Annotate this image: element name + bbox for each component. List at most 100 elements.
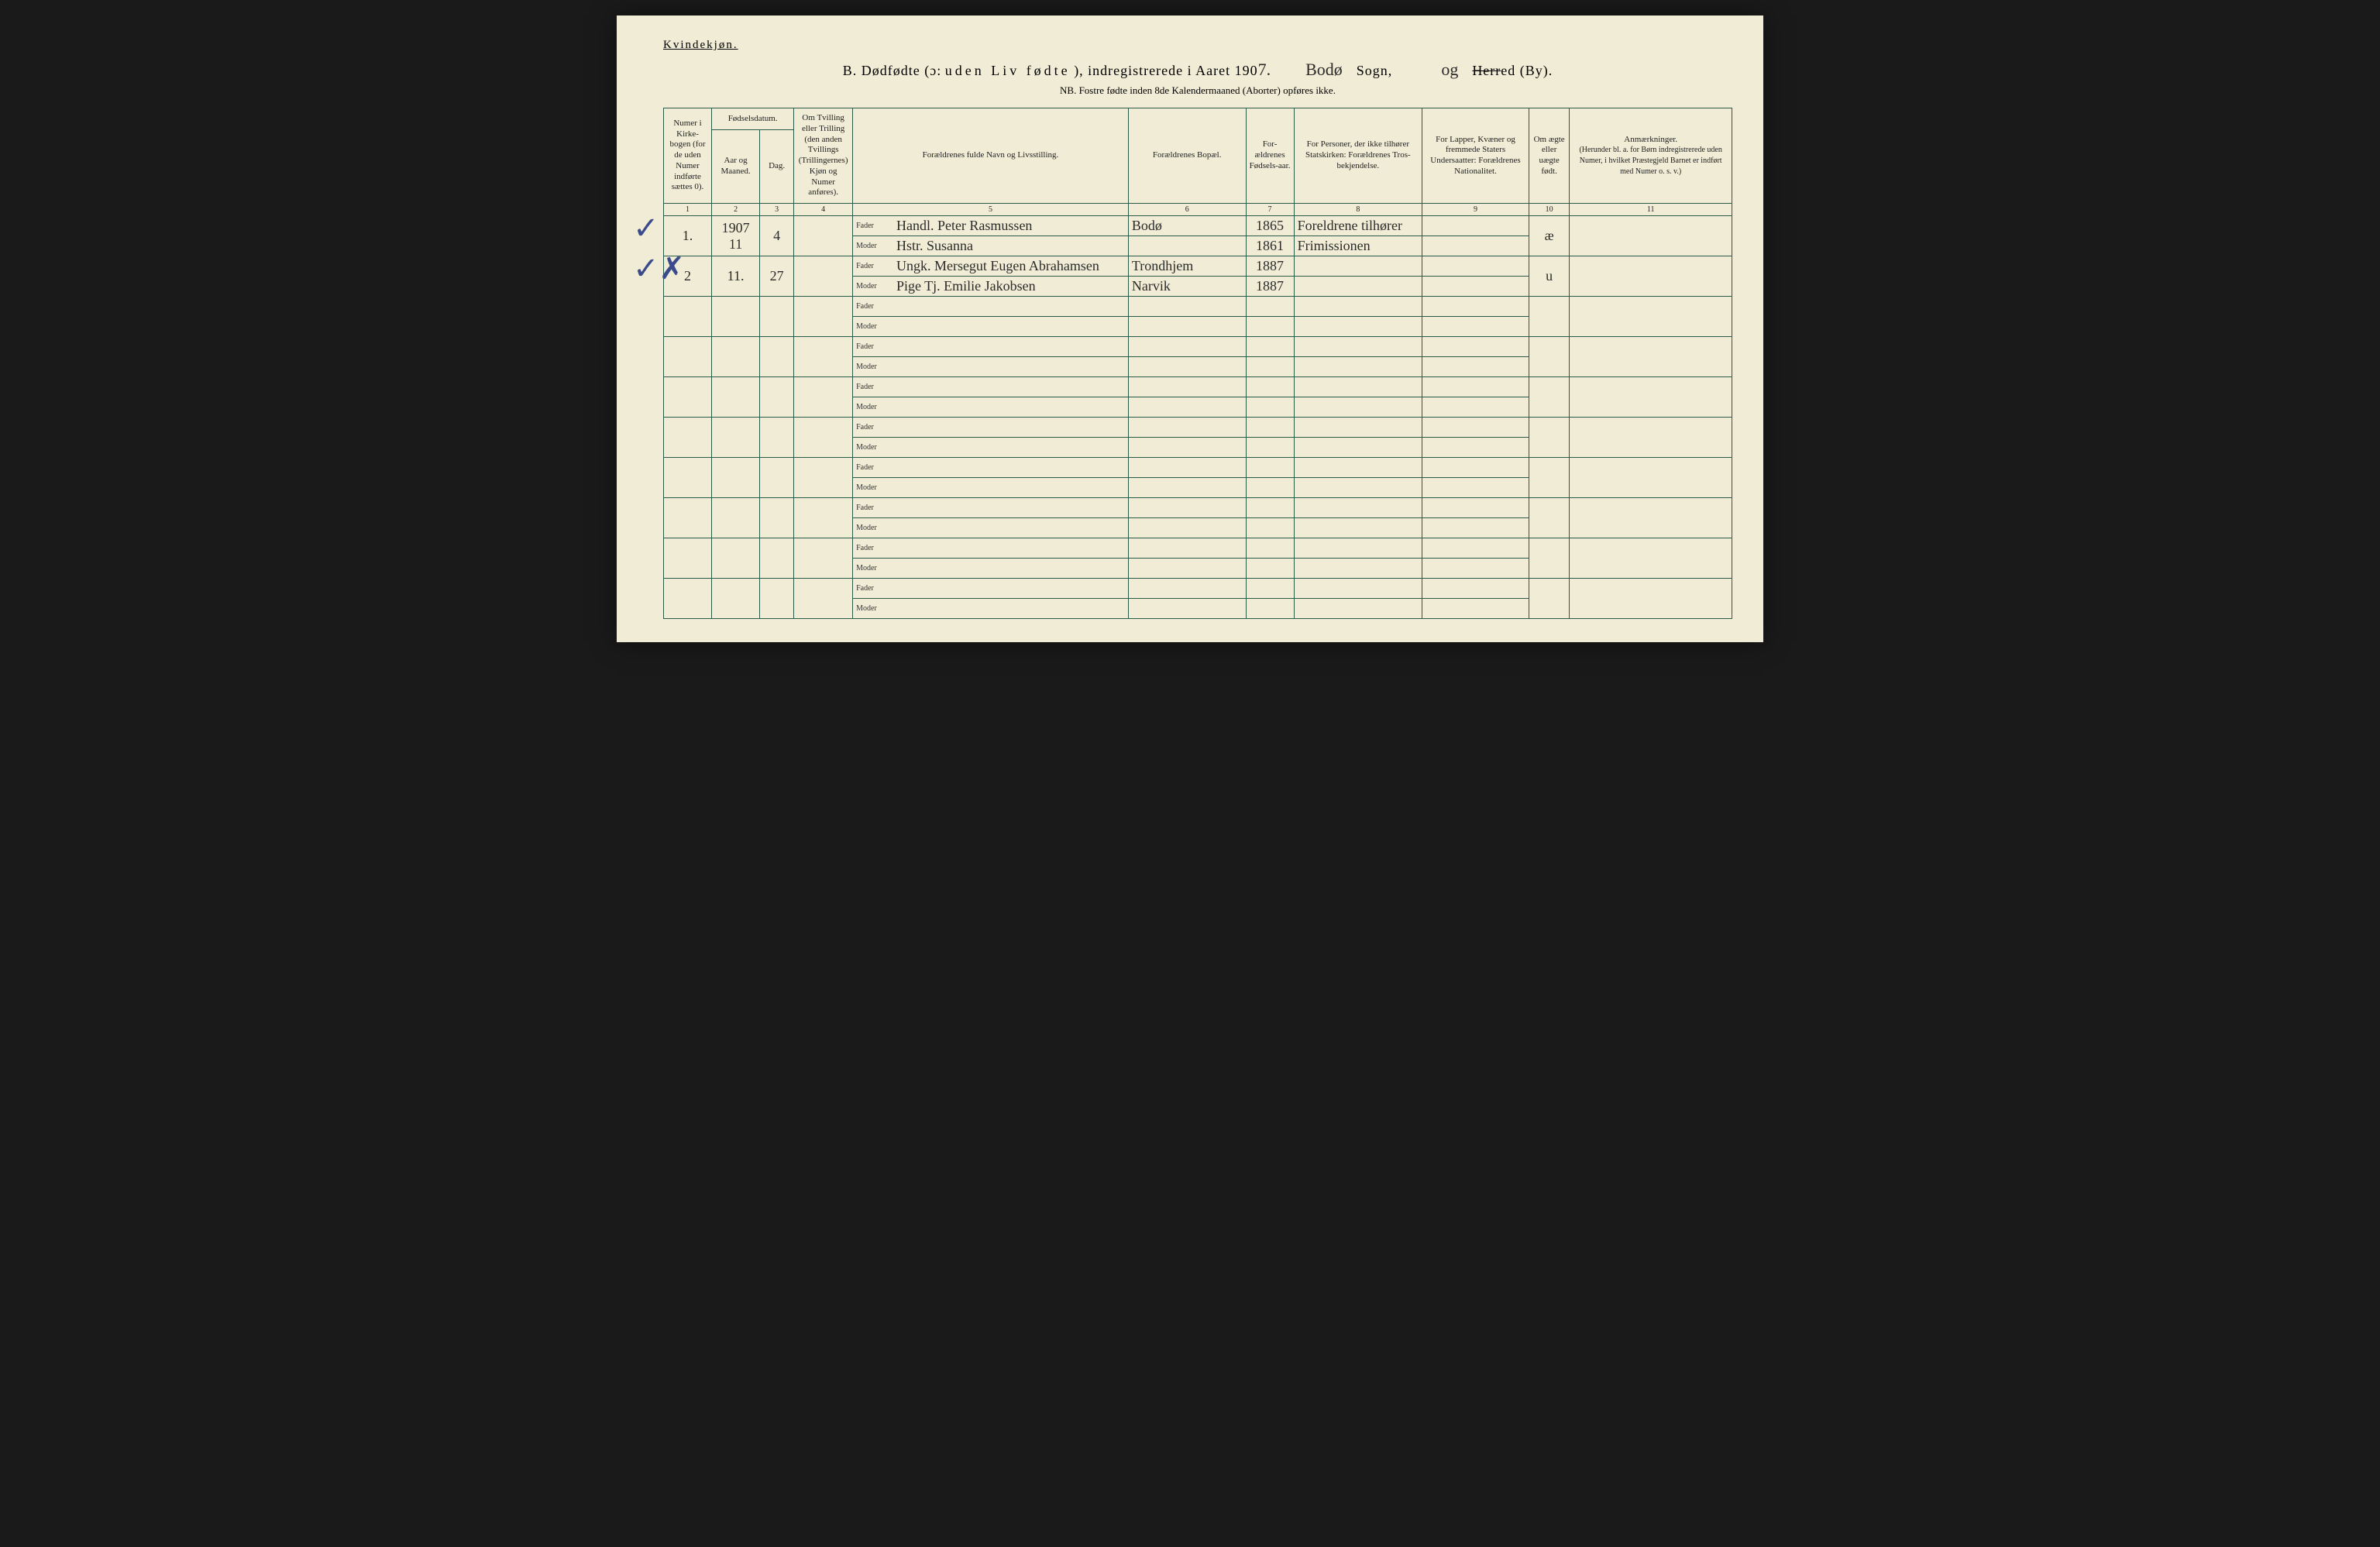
blank (712, 418, 760, 458)
blank (1422, 357, 1529, 377)
blank (1294, 317, 1422, 337)
blank (1246, 377, 1294, 397)
blank (893, 377, 1128, 397)
blank (893, 458, 1128, 478)
parent-label: Fader (853, 458, 893, 478)
blank (1294, 418, 1422, 438)
blank (1128, 357, 1246, 377)
column-number-row: 1 2 3 4 5 6 7 8 9 10 11 (664, 204, 1732, 216)
colnum: 8 (1294, 204, 1422, 216)
blank (893, 518, 1128, 538)
colnum: 1 (664, 204, 712, 216)
mother-residence: Narvik (1128, 277, 1246, 297)
col-6-header: Forældrenes Bopæl. (1128, 108, 1246, 204)
blank (1529, 498, 1569, 538)
blank (1128, 478, 1246, 498)
blank (1529, 538, 1569, 579)
blank-row: Fader (664, 377, 1732, 397)
blank (1294, 458, 1422, 478)
remarks (1570, 256, 1732, 297)
register-table: Numer i Kirke-bogen (for de uden Numer i… (663, 108, 1732, 619)
blank (1529, 579, 1569, 619)
blank (1570, 337, 1732, 377)
blank (1246, 357, 1294, 377)
mother-faith: Frimissionen (1294, 236, 1422, 256)
father-faith (1294, 256, 1422, 277)
blank (1294, 498, 1422, 518)
blank (760, 579, 794, 619)
blank (712, 377, 760, 418)
blank (1128, 317, 1246, 337)
col-3-header: Dag. (760, 130, 794, 204)
blank (1570, 297, 1732, 337)
blank (1246, 458, 1294, 478)
parent-label: Fader (853, 337, 893, 357)
blank (893, 538, 1128, 559)
remarks (1570, 216, 1732, 256)
blank (1246, 317, 1294, 337)
blank (712, 337, 760, 377)
mother-birthyear: 1887 (1246, 277, 1294, 297)
parent-label: Moder (853, 438, 893, 458)
blank (893, 297, 1128, 317)
blank (1529, 297, 1569, 337)
parent-label: Fader (853, 418, 893, 438)
father-residence: Bodø (1128, 216, 1246, 236)
blank (1128, 559, 1246, 579)
blank (794, 337, 853, 377)
blank (1294, 518, 1422, 538)
blank (794, 297, 853, 337)
blank (1128, 418, 1246, 438)
blank (1246, 337, 1294, 357)
blank (760, 538, 794, 579)
blank (760, 337, 794, 377)
blank (1246, 397, 1294, 418)
blank (1422, 317, 1529, 337)
blank (794, 538, 853, 579)
blank-row: Fader (664, 498, 1732, 518)
blank (1246, 438, 1294, 458)
blank (664, 498, 712, 538)
col-11-heading: Anmærkninger. (1624, 135, 1677, 144)
entry-year-month: 1907 11 (712, 216, 760, 256)
herred-name: og (1441, 60, 1458, 80)
father-name: Ungk. Mersegut Eugen Abrahamsen (893, 256, 1128, 277)
blank (1422, 498, 1529, 518)
blank (1246, 599, 1294, 619)
blank (1422, 538, 1529, 559)
blank (893, 438, 1128, 458)
blank (760, 498, 794, 538)
col-1-header: Numer i Kirke-bogen (for de uden Numer i… (664, 108, 712, 204)
blank (1246, 297, 1294, 317)
blank (1529, 337, 1569, 377)
father-faith: Foreldrene tilhører (1294, 216, 1422, 236)
blank (1246, 538, 1294, 559)
register-body: 1.✓1907 114FaderHandl. Peter RasmussenBo… (664, 216, 1732, 619)
blank (1294, 478, 1422, 498)
blank-row: Fader (664, 458, 1732, 478)
blank (794, 579, 853, 619)
blank (1246, 559, 1294, 579)
father-name: Handl. Peter Rasmussen (893, 216, 1128, 236)
blank (1570, 579, 1732, 619)
parent-label: Moder (853, 599, 893, 619)
blank (893, 579, 1128, 599)
parent-label: Fader (853, 256, 893, 277)
parent-label: Fader (853, 579, 893, 599)
col-11-sub: (Herunder bl. a. for Børn indregistrered… (1579, 146, 1721, 176)
blank (664, 337, 712, 377)
blank (1422, 478, 1529, 498)
sogn-name: Bodø (1305, 60, 1343, 80)
blank (1570, 538, 1732, 579)
mother-name: Hstr. Susanna (893, 236, 1128, 256)
legitimacy: u (1529, 256, 1569, 297)
blank (1422, 297, 1529, 317)
colnum: 9 (1422, 204, 1529, 216)
col-4-header: Om Tvilling eller Trilling (den anden Tv… (794, 108, 853, 204)
entry-twin (794, 256, 853, 297)
blank (1570, 377, 1732, 418)
blank (1422, 518, 1529, 538)
entry-day: 27 (760, 256, 794, 297)
blank (794, 458, 853, 498)
father-birthyear: 1865 (1246, 216, 1294, 236)
